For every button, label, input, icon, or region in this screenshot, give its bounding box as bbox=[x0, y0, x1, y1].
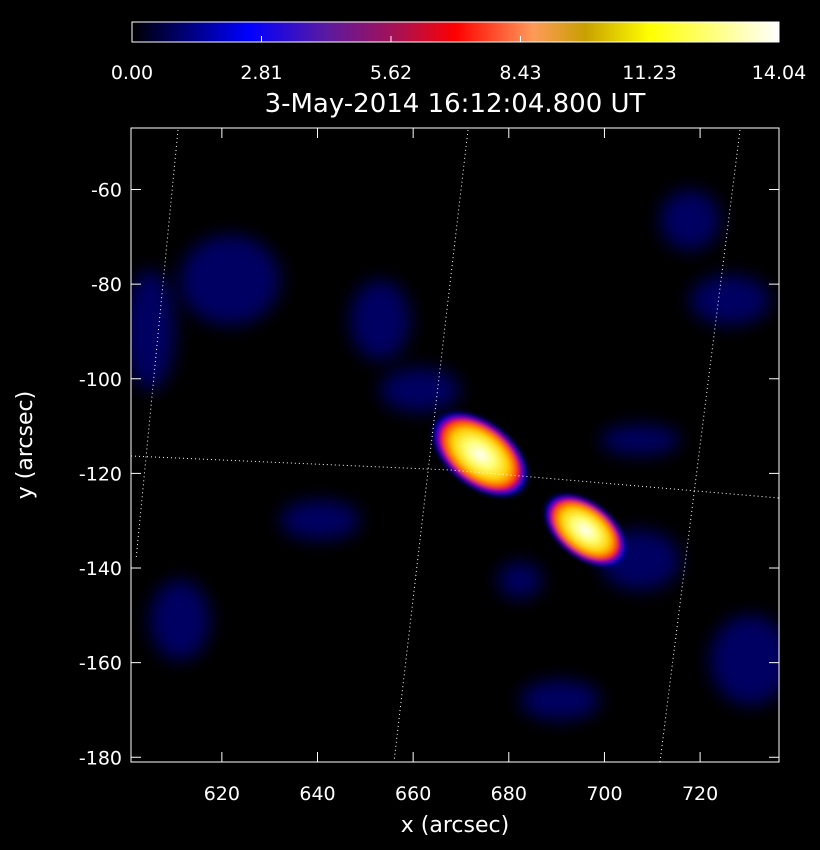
y-axis-label: y (arcsec) bbox=[13, 391, 38, 499]
image bbox=[131, 129, 779, 762]
y-tick-label: -120 bbox=[79, 463, 122, 485]
colorbar-tick-label: 0.00 bbox=[111, 62, 153, 84]
source bbox=[542, 492, 629, 569]
colorbar-tick-label: 2.81 bbox=[240, 62, 282, 84]
y-tick-label: -160 bbox=[79, 653, 122, 675]
x-tick-label: 640 bbox=[299, 783, 335, 805]
background-emission bbox=[131, 190, 779, 720]
y-tick-label: -80 bbox=[91, 274, 122, 296]
x-tick-label: 620 bbox=[204, 783, 240, 805]
plot-frame bbox=[130, 127, 780, 763]
source bbox=[429, 409, 531, 500]
y-tick-label: -100 bbox=[79, 369, 122, 391]
y-tick-label: -180 bbox=[79, 747, 122, 769]
colorbar-tick-label: 14.04 bbox=[752, 62, 806, 84]
sources bbox=[429, 409, 629, 569]
colorbar-tick-label: 11.23 bbox=[622, 62, 676, 84]
x-tick-label: 680 bbox=[491, 783, 527, 805]
y-tick-label: -60 bbox=[91, 180, 122, 202]
x-tick-label: 700 bbox=[586, 783, 622, 805]
chart-title: 3-May-2014 16:12:04.800 UT bbox=[265, 89, 646, 119]
colorbar-tick-label: 8.43 bbox=[499, 62, 541, 84]
colorbar bbox=[131, 21, 780, 43]
colorbar-tick-label: 5.62 bbox=[370, 62, 412, 84]
x-tick-label: 660 bbox=[395, 783, 431, 805]
heliographic-grid bbox=[131, 129, 779, 762]
y-tick-label: -140 bbox=[79, 558, 122, 580]
x-axis-label: x (arcsec) bbox=[401, 813, 509, 838]
x-tick-label: 720 bbox=[682, 783, 718, 805]
